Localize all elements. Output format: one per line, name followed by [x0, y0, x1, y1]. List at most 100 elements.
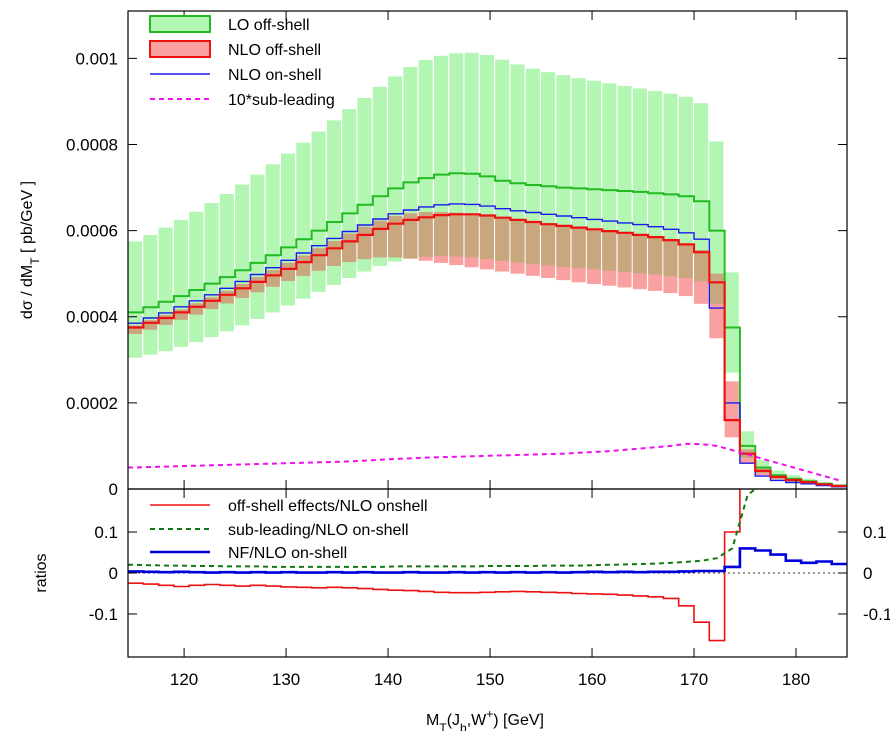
band-overlap-bin: [280, 262, 296, 282]
x-axis-label: MT(Jb,W+) [GeV]: [426, 707, 544, 731]
x-tick-label: 170: [680, 670, 708, 689]
bottom-y-tick-label-right: -0.1: [863, 605, 890, 624]
band-overlap-bin: [433, 212, 449, 257]
bottom-y-tick-label-right: 0.1: [863, 523, 887, 542]
band-overlap-bin: [296, 255, 311, 276]
lo-band-bin: [709, 141, 724, 304]
lo-band-bin: [464, 52, 479, 258]
sub-leading-line: [128, 442, 840, 482]
lo-band-bin: [694, 103, 709, 282]
band-overlap-bin: [617, 232, 632, 272]
lo-off-shell-line: [128, 172, 847, 487]
band-overlap-bin: [158, 315, 173, 325]
x-axis: 120 130 140 150 160 170 180: [170, 489, 810, 689]
lo-band-bin: [280, 153, 296, 306]
lo-band-bin: [510, 64, 525, 263]
lo-band-bin: [632, 88, 647, 274]
band-overlap-bin: [342, 233, 357, 263]
top-y-tick-label: 0.0002: [66, 394, 118, 413]
lo-band-bin: [388, 76, 403, 262]
bottom-panel: -0.1 -0.1 0 0 0.1 0.1 120 130 140 150 160 170 180 r…: [33, 488, 890, 731]
band-overlap-bin: [586, 228, 602, 270]
top-plot-area: [128, 52, 847, 488]
lo-band-bin: [235, 184, 250, 326]
legend-label: NLO on-shell: [228, 67, 321, 84]
lo-band-bin: [250, 174, 265, 319]
band-overlap-bin: [311, 248, 326, 271]
nf-ratio-line: [128, 547, 847, 574]
bottom-legend: off-shell effects/NLO onshell sub-leading…: [150, 498, 428, 562]
x-tick-label: 130: [272, 670, 300, 689]
bottom-y-tick-label: 0.1: [94, 523, 118, 542]
band-overlap-bin: [235, 284, 250, 298]
band-overlap-bin: [709, 273, 724, 304]
band-overlap-bin: [250, 277, 265, 293]
lo-band-bin: [724, 272, 739, 373]
ratio-legend-entry: NF/NLO on-shell: [150, 545, 347, 562]
legend-label: LO off-shell: [228, 17, 310, 34]
lo-band-bin: [158, 227, 173, 352]
band-overlap-bin: [403, 213, 418, 259]
band-overlap-bin: [464, 213, 479, 258]
sub-leading-ratio-line: [128, 489, 757, 568]
legend-label: NF/NLO on-shell: [228, 545, 347, 562]
bottom-plot-area: [128, 489, 847, 642]
top-y-tick-label: 0.0006: [66, 222, 118, 241]
lo-band-bin: [265, 164, 280, 313]
ratio-legend-entry: off-shell effects/NLO onshell: [150, 498, 428, 515]
bottom-y-axis-label: ratios: [33, 553, 50, 592]
band-overlap-bin: [632, 234, 647, 274]
x-tick-label: 140: [374, 670, 402, 689]
legend-entry: NLO on-shell: [150, 67, 321, 84]
band-overlap-bin: [449, 212, 464, 257]
lo-band-bin: [128, 241, 143, 358]
ratio-legend-entry: sub-leading/NLO on-shell: [150, 522, 409, 539]
lo-band-bin: [418, 60, 433, 257]
lo-band-bin: [189, 211, 204, 343]
band-overlap-bin: [525, 221, 540, 265]
band-overlap-bin: [571, 227, 586, 269]
x-tick-label: 120: [170, 670, 198, 689]
bottom-y-axis: -0.1 -0.1 0 0 0.1 0.1: [89, 523, 890, 624]
bottom-y-tick-label: -0.1: [89, 605, 118, 624]
legend-entry: NLO off-shell: [149, 40, 321, 59]
lo-band-bin: [204, 203, 219, 337]
lo-band-bin: [586, 80, 602, 270]
lo-band-bin: [556, 75, 571, 267]
band-overlap-bin: [219, 290, 234, 304]
band-overlap-bin: [418, 212, 433, 257]
bottom-y-tick-label-right: 0: [863, 564, 872, 583]
legend-label: sub-leading/NLO on-shell: [228, 522, 409, 539]
bottom-y-tick-label: 0: [109, 564, 118, 583]
band-overlap-bin: [173, 309, 188, 320]
lo-band-bin: [663, 93, 678, 277]
top-y-tick-label: 0.001: [75, 49, 118, 68]
band-overlap-bin: [326, 240, 341, 266]
band-overlap-bin: [143, 320, 158, 330]
lo-band-bin: [495, 59, 510, 261]
band-overlap-bin: [479, 215, 494, 260]
off-shell-ratio-line: [128, 489, 741, 642]
band-overlap-bin: [663, 239, 678, 277]
lo-band-bin: [479, 54, 494, 260]
top-y-tick-label: 0: [109, 480, 118, 499]
top-y-axis: 0 0.0002 0.0004 0.0006 0.0008 0.001: [66, 11, 847, 499]
x-tick-label: 150: [476, 670, 504, 689]
band-overlap-bin: [495, 217, 510, 261]
top-panel: 0 0.0002 0.0004 0.0006 0.0008 0.001 dσ / dMT …: [19, 10, 848, 499]
nlo-band-bin: [724, 381, 739, 438]
top-y-axis-label: dσ / dMT [ pb/GeV ]: [19, 181, 42, 319]
lo-band-bin: [403, 66, 418, 259]
lo-band-bin: [617, 85, 632, 272]
band-overlap-bin: [541, 223, 556, 266]
band-overlap-bin: [265, 270, 280, 287]
band-overlap-bin: [128, 325, 143, 334]
band-overlap-bin: [510, 219, 525, 263]
nlo-off-shell-line: [128, 213, 847, 488]
lo-band-bin: [449, 53, 464, 257]
legend-swatch: [149, 15, 211, 33]
band-overlap-bin: [694, 250, 709, 282]
legend-label: off-shell effects/NLO onshell: [228, 498, 428, 515]
band-overlap-bin: [204, 297, 219, 309]
